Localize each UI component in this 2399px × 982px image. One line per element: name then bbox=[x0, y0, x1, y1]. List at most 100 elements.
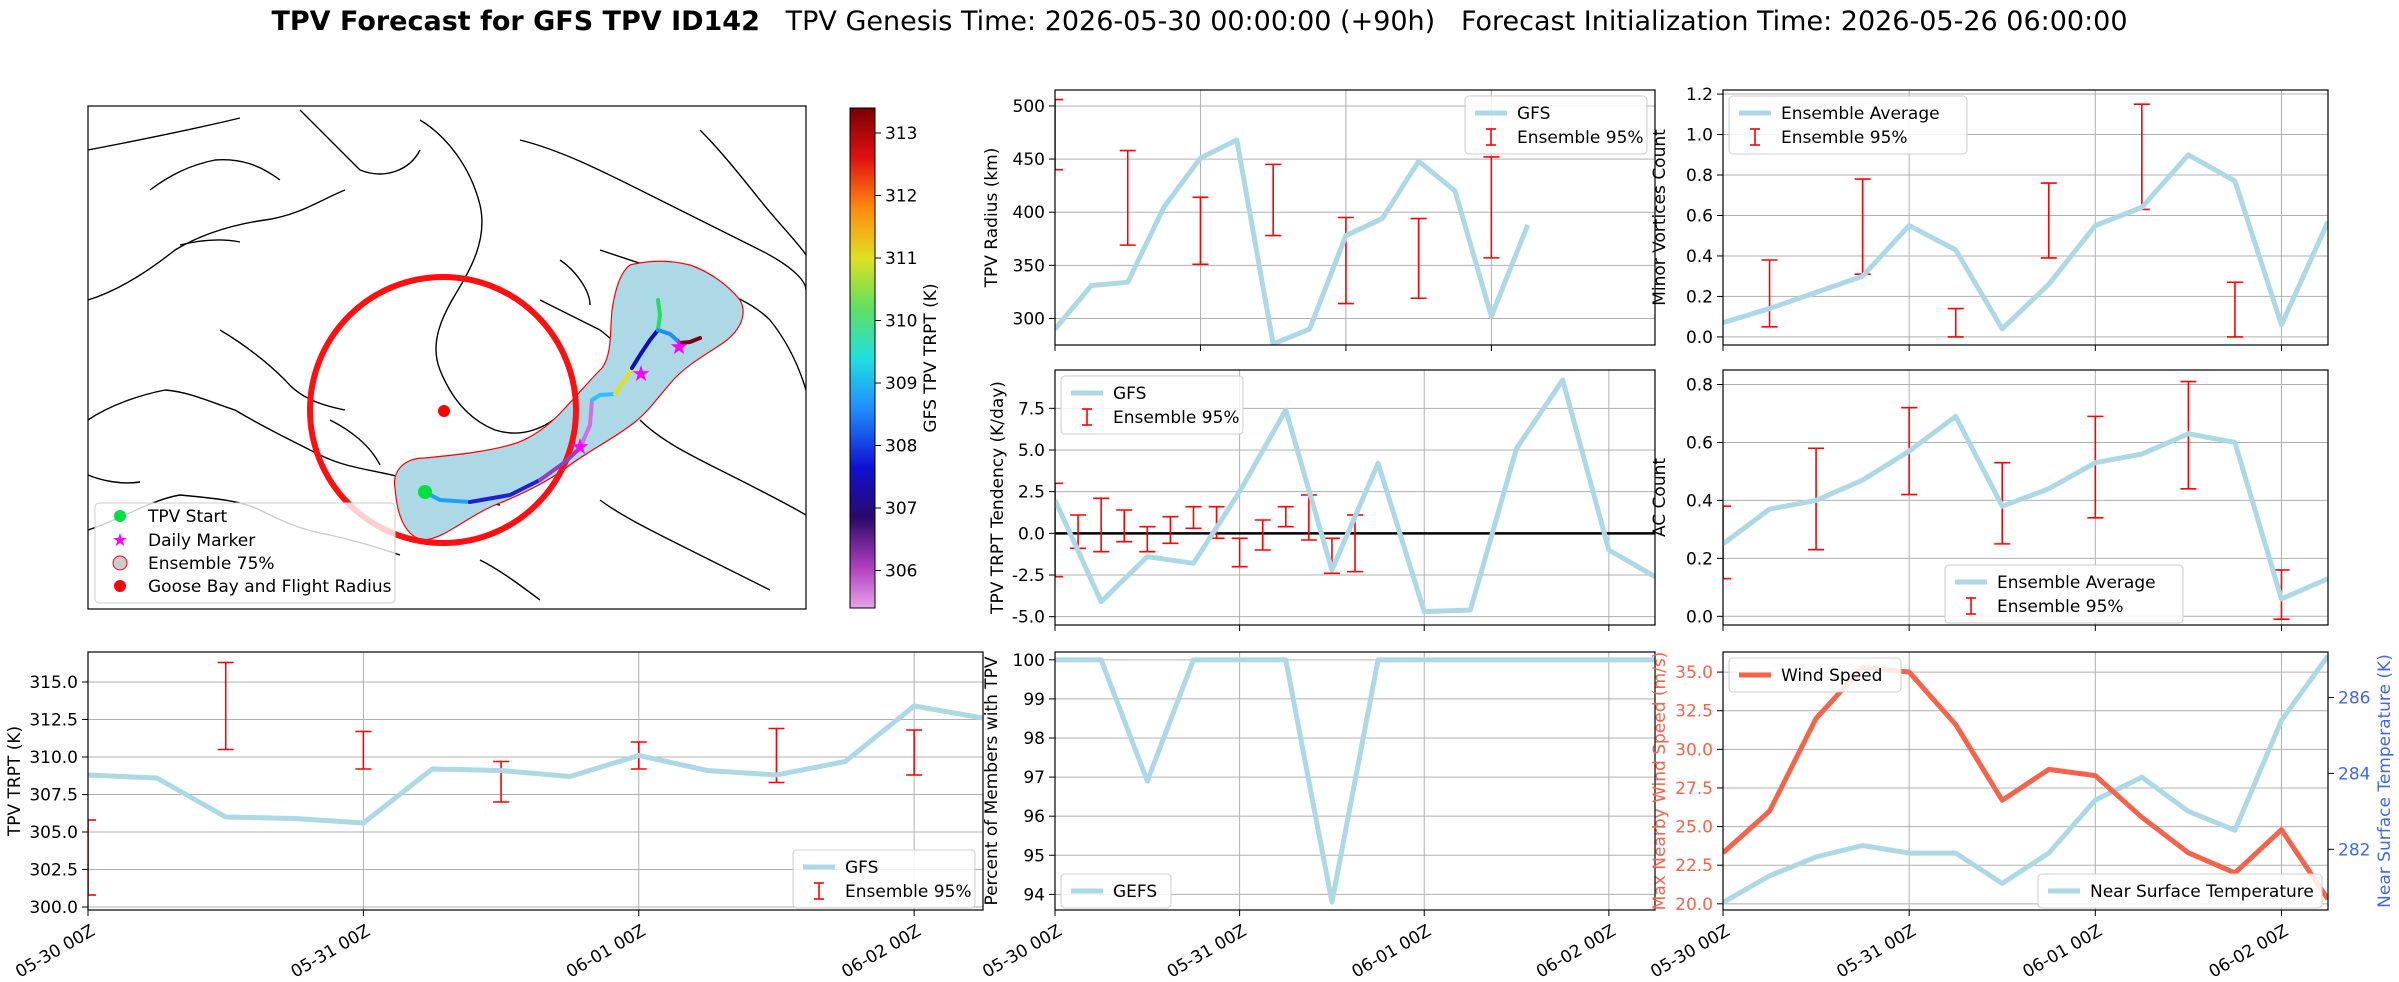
x-tick-label: 05-31 00Z bbox=[1164, 921, 1250, 982]
plot-area bbox=[1723, 103, 2328, 338]
legend-errorbar-swatch bbox=[1966, 597, 1976, 615]
title-init: Forecast Initialization Time: 2026-05-26… bbox=[1460, 6, 2128, 37]
x-axis bbox=[1054, 625, 1610, 631]
right-axis-label: Near Surface Temperature (K) bbox=[2375, 654, 2395, 908]
error-bar bbox=[2087, 415, 2104, 519]
y-axis-label: Percent of Members with TPV bbox=[982, 656, 1002, 905]
y-axis-label: TPV TRPT Tendency (K/day) bbox=[988, 381, 1008, 615]
x-axis: 05-30 00Z 05-31 00Z 06-01 00Z 06-02 00Z bbox=[1647, 910, 2292, 982]
legend-goosebay-label: Goose Bay and Flight Radius bbox=[148, 577, 392, 597]
daily-marker: ★ bbox=[570, 435, 590, 460]
y-axis-label: TPV Radius (km) bbox=[982, 148, 1002, 289]
legend-errorbar-swatch bbox=[1750, 128, 1760, 146]
error-bar bbox=[1265, 163, 1282, 237]
colorbar-tick-label: 307 bbox=[885, 499, 917, 519]
y-tick-label: 307.5 bbox=[29, 786, 78, 806]
error-bar bbox=[1231, 537, 1248, 568]
error-bar bbox=[217, 661, 234, 751]
right-axis: 282 284 286 Near Surface Temperature (K) bbox=[2328, 654, 2395, 908]
y-tick-label: 0.0 bbox=[1686, 607, 1713, 627]
y-tick-label: 500 bbox=[1013, 97, 1045, 117]
tpv-track bbox=[423, 298, 702, 504]
x-axis bbox=[1722, 625, 2282, 631]
error-bar bbox=[1116, 509, 1133, 543]
series-line bbox=[1723, 152, 2328, 332]
y-tick-label: 0.0 bbox=[1018, 524, 1045, 544]
legend-errorbar-swatch bbox=[814, 882, 824, 900]
series-line-temperature bbox=[1723, 654, 2328, 905]
colorbar-label: GFS TPV TRPT (K) bbox=[921, 283, 941, 432]
error-bar bbox=[355, 730, 372, 770]
y-tick-label: 2.5 bbox=[1018, 483, 1045, 503]
y-tick-label: 0.8 bbox=[1686, 375, 1713, 395]
error-bar bbox=[1854, 178, 1871, 275]
panel-radius: 300 350 400 450 500 TPV Radius (km) GFS Ensembl… bbox=[982, 89, 1656, 351]
legend-ensemble-marker bbox=[112, 555, 128, 571]
legend: Ensemble Average Ensemble 95% bbox=[1944, 564, 2184, 624]
series-line bbox=[1055, 137, 1531, 345]
legend-frame bbox=[2037, 873, 2323, 909]
series-line bbox=[1055, 377, 1655, 615]
y-axis: 94 95 96 97 98 99 100 Percent of Members with T… bbox=[982, 651, 1055, 906]
x-tick-label: 06-02 00Z bbox=[2206, 921, 2292, 982]
plot-area bbox=[1055, 98, 1531, 345]
y-tick-label: 7.5 bbox=[1018, 399, 1045, 419]
y-axis-label: Max Nearby Wind Speed (m/s) bbox=[1650, 652, 1670, 911]
plot-area bbox=[1055, 657, 1655, 905]
error-bar bbox=[1055, 98, 1063, 171]
y-tick-label: 35.0 bbox=[1675, 663, 1713, 683]
legend-label: Ensemble 95% bbox=[1113, 408, 1240, 428]
legend-label: GEFS bbox=[1113, 882, 1157, 902]
panel-percent: 94 95 96 97 98 99 100 Percent of Members with T… bbox=[979, 651, 1656, 982]
error-bar bbox=[1119, 149, 1136, 246]
series-line bbox=[88, 703, 983, 826]
error-bar bbox=[1277, 505, 1294, 528]
legend-label: Wind Speed bbox=[1781, 666, 1882, 686]
legend-label: GFS bbox=[1517, 104, 1550, 124]
legend-errorbar-swatch bbox=[1082, 408, 1092, 426]
x-tick-label: 06-01 00Z bbox=[563, 921, 649, 982]
error-bar bbox=[88, 819, 96, 896]
error-bar bbox=[493, 760, 510, 803]
grid bbox=[1055, 652, 1655, 910]
colorbar bbox=[849, 107, 876, 609]
axes-frame bbox=[1054, 89, 1656, 346]
axes-frame bbox=[1054, 369, 1656, 626]
legend-daily-label: Daily Marker bbox=[148, 531, 255, 551]
legend-label: Near Surface Temperature bbox=[2090, 882, 2314, 902]
y-axis: 300 350 400 450 500 TPV Radius (km) bbox=[982, 97, 1055, 329]
legend-frame bbox=[792, 849, 976, 909]
error-bar bbox=[1947, 307, 1964, 338]
legend-label: Ensemble Average bbox=[1781, 104, 1940, 124]
legend-label: GFS bbox=[1113, 384, 1146, 404]
panel-trpt: 300.0 302.5 305.0 307.5 310.0 312.5 315.0 TPV T… bbox=[5, 651, 984, 982]
y-tick-label: 300 bbox=[1013, 309, 1045, 329]
title-bold: TPV Forecast for GFS TPV ID142 bbox=[271, 6, 760, 37]
legend: GFS Ensemble 95% bbox=[1464, 95, 1648, 155]
error-bar bbox=[1337, 216, 1354, 305]
y-tick-label: 312.5 bbox=[29, 711, 78, 731]
legend-frame bbox=[1060, 873, 1172, 909]
legend-frame bbox=[1728, 657, 1902, 693]
series-line bbox=[1055, 657, 1655, 905]
error-bar bbox=[1192, 196, 1209, 266]
colorbar-tick-label: 313 bbox=[885, 124, 917, 144]
y-tick-label: 1.2 bbox=[1686, 85, 1713, 105]
legend-frame bbox=[1944, 564, 2184, 624]
series-line-wind bbox=[1723, 664, 2328, 901]
map-legend: TPV Start ★ Daily Marker Ensemble 75% Go… bbox=[94, 502, 396, 604]
x-tick-label: 06-02 00Z bbox=[1533, 921, 1619, 982]
legend-frame bbox=[1728, 95, 1968, 155]
y-tick-label: 302.5 bbox=[29, 861, 78, 881]
x-tick-label: 05-31 00Z bbox=[288, 921, 374, 982]
daily-marker: ★ bbox=[669, 335, 689, 360]
tpv-start-point bbox=[418, 485, 432, 499]
right-tick-label: 282 bbox=[2338, 840, 2370, 860]
error-bar bbox=[1093, 497, 1110, 553]
colorbar-ticks: 306 307 308 309 310 311 312 313 bbox=[875, 124, 917, 582]
plot-area bbox=[88, 661, 983, 896]
error-bar bbox=[1185, 505, 1202, 530]
y-tick-label: 25.0 bbox=[1675, 818, 1713, 838]
error-bar bbox=[1483, 156, 1500, 259]
